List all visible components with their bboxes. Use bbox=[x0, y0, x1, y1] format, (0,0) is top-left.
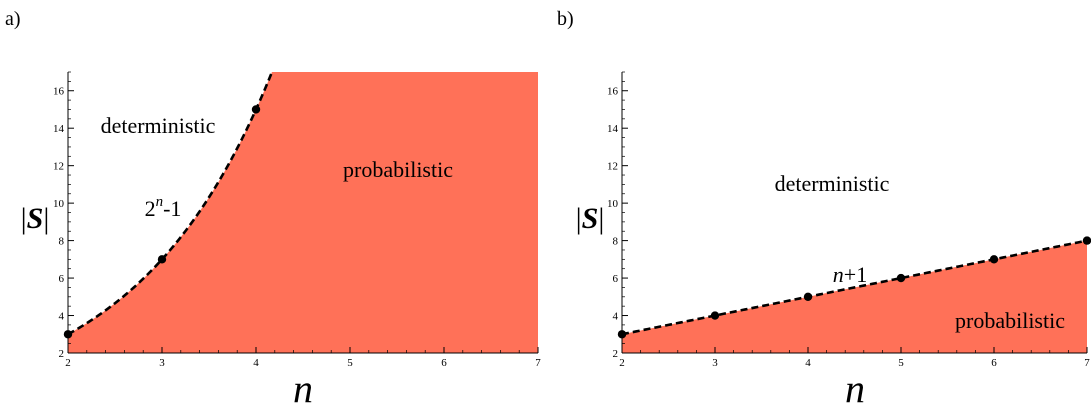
probabilistic-region bbox=[68, 72, 538, 353]
x-axis-label: n bbox=[293, 366, 313, 411]
boundary-curve bbox=[68, 72, 274, 336]
data-point bbox=[1082, 236, 1091, 245]
x-tick-label: 7 bbox=[535, 357, 541, 369]
x-tick-label: 5 bbox=[347, 357, 353, 369]
boundary-curve bbox=[622, 239, 1087, 336]
y-tick-label: 2 bbox=[59, 348, 65, 360]
y-tick-label: 10 bbox=[53, 198, 65, 210]
probabilistic-label: probabilistic bbox=[955, 308, 1065, 333]
boundary-label: n+1 bbox=[833, 262, 867, 287]
x-tick-label: 4 bbox=[805, 357, 811, 369]
deterministic-label: deterministic bbox=[101, 113, 216, 138]
data-point bbox=[710, 311, 720, 320]
y-tick-label: 6 bbox=[613, 273, 619, 285]
panel-a: 2 3 4 5 6 7 2 4 6 8 10 12 14 16 a) |S| n deterministic pro… bbox=[5, 8, 541, 411]
y-tick-label: 14 bbox=[607, 123, 619, 135]
y-tick-label: 4 bbox=[59, 311, 65, 323]
y-tick-label: 8 bbox=[613, 236, 619, 248]
x-tick-label: 3 bbox=[712, 357, 718, 369]
y-tick-label: 16 bbox=[53, 86, 65, 98]
x-tick-label: 6 bbox=[991, 357, 997, 369]
y-tick-label: 8 bbox=[59, 236, 65, 248]
data-point bbox=[157, 255, 167, 264]
y-tick-label: 12 bbox=[53, 161, 64, 173]
y-tick-label: 4 bbox=[613, 311, 619, 323]
x-tick-label: 5 bbox=[898, 357, 904, 369]
x-axis-label: n bbox=[845, 366, 865, 411]
data-point bbox=[617, 330, 627, 339]
x-tick-label: 7 bbox=[1084, 357, 1090, 369]
x-tick-label: 2 bbox=[65, 357, 71, 369]
data-point bbox=[896, 273, 906, 283]
boundary-label: 2n-1 bbox=[145, 194, 182, 221]
y-tick-label: 12 bbox=[607, 161, 618, 173]
probabilistic-label: probabilistic bbox=[343, 157, 453, 182]
data-point bbox=[989, 255, 999, 264]
y-tick-label: 2 bbox=[613, 348, 619, 360]
y-tick-label: 16 bbox=[607, 86, 619, 98]
panel-label: a) bbox=[5, 8, 21, 30]
deterministic-label: deterministic bbox=[775, 171, 890, 196]
panel-b: 2 3 4 5 6 7 2 4 6 8 10 12 14 16 b) |S| n deterministic pro… bbox=[557, 8, 1091, 411]
y-tick-label: 14 bbox=[53, 123, 65, 135]
data-point bbox=[63, 330, 73, 339]
x-tick-label: 6 bbox=[441, 357, 447, 369]
data-point bbox=[251, 105, 261, 114]
panel-label: b) bbox=[557, 8, 574, 30]
y-tick-label: 10 bbox=[607, 198, 619, 210]
y-tick-label: 6 bbox=[59, 273, 65, 285]
y-axis-label: |S| bbox=[21, 202, 50, 235]
probabilistic-region bbox=[622, 240, 1087, 353]
data-point bbox=[803, 292, 813, 301]
x-tick-label: 2 bbox=[619, 357, 625, 369]
x-tick-label: 4 bbox=[253, 357, 259, 369]
x-tick-label: 3 bbox=[159, 357, 165, 369]
y-axis-label: |S| bbox=[576, 202, 605, 235]
